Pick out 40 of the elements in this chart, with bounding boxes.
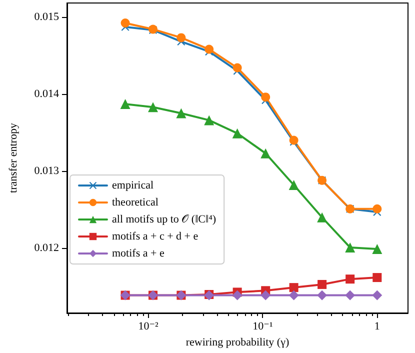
y-axis-title: transfer entropy xyxy=(8,122,20,193)
y-tick-label: 0.012 xyxy=(34,242,59,254)
point xyxy=(345,290,356,300)
point xyxy=(204,44,214,54)
point xyxy=(372,244,382,254)
x-axis-title: rewiring probability (γ) xyxy=(186,336,290,348)
point xyxy=(317,290,328,300)
legend-label: motifs a + e xyxy=(112,248,164,260)
legend-label: motifs a + c + d + e xyxy=(112,230,198,242)
point xyxy=(260,148,271,158)
point xyxy=(261,92,270,102)
point xyxy=(120,18,130,28)
point xyxy=(346,274,355,284)
point xyxy=(317,212,328,222)
point xyxy=(176,108,186,118)
y-tick-label: 0.013 xyxy=(34,165,60,178)
point xyxy=(232,63,242,72)
x-tick-label: 10⁻¹ xyxy=(252,320,273,332)
point xyxy=(372,204,382,214)
x-tick-label: 10⁻² xyxy=(138,320,160,332)
point xyxy=(372,290,382,300)
point xyxy=(288,290,299,300)
point xyxy=(260,290,271,300)
y-tick-label: 0.014 xyxy=(34,88,60,100)
point xyxy=(204,115,214,126)
point xyxy=(372,273,382,282)
legend-label: theoretical xyxy=(112,196,158,208)
point xyxy=(345,242,356,252)
legend-label: all motifs up to 𝒪 (‖C‖⁴) xyxy=(112,214,216,226)
point xyxy=(232,290,242,300)
point xyxy=(318,280,327,289)
point xyxy=(288,180,299,190)
point xyxy=(232,128,242,138)
legend-label: empirical xyxy=(112,180,154,192)
x-tick-label: 1 xyxy=(374,320,380,332)
point xyxy=(120,99,130,110)
y-tick-label: 0.015 xyxy=(34,10,60,23)
point xyxy=(289,283,298,292)
point xyxy=(176,33,186,42)
point xyxy=(148,102,158,112)
